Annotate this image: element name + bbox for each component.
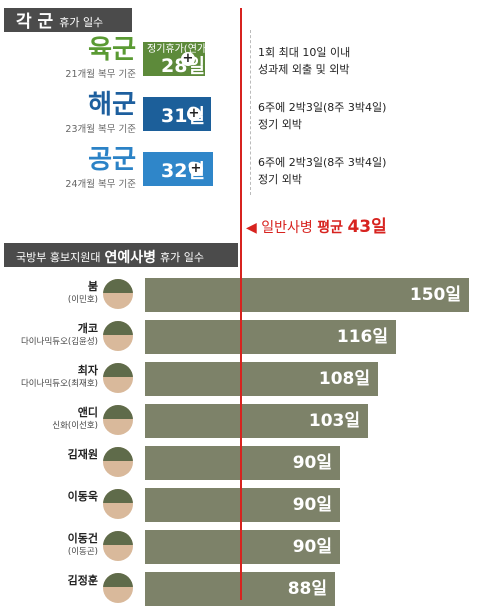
branch-tag: 정기휴가(연가): [147, 44, 211, 55]
row-label: 이동욱: [0, 490, 98, 504]
avatar-cap: [103, 321, 133, 335]
row-subtitle: 다이나믹듀오(김윤성): [20, 337, 98, 347]
row-subtitle: 신화(이선호): [52, 421, 98, 431]
plus-icon: +: [187, 106, 201, 121]
branch-name: 해군: [88, 90, 136, 120]
bar-value-label: 103일: [308, 411, 360, 431]
row-name: 최자: [77, 364, 98, 377]
bar-value-label: 90일: [292, 495, 332, 515]
branch-description: 6주에 2박3일(8주 3박4일) 정기 외박: [258, 154, 386, 188]
avatar-cap: [103, 573, 133, 587]
section1-header: 각 군 휴가 일수: [4, 8, 132, 32]
bar-value-label: 150일: [409, 285, 461, 305]
bar: 108일: [145, 362, 378, 396]
avatar: [103, 363, 133, 393]
plus-icon: +: [189, 161, 203, 176]
average-label: ◀ 일반사병 평균 43일: [246, 212, 387, 237]
description-line: 1회 최대 10일 이내: [258, 46, 351, 59]
branch-service-period: 23개월 복무 기준: [65, 124, 136, 135]
average-word: 평균: [317, 220, 343, 236]
branch-name: 공군: [88, 145, 136, 175]
row-subtitle: 다이나믹듀오(최재호): [20, 379, 98, 389]
description-line: 성과제 외출 및 외박: [258, 63, 350, 76]
row-subtitle: (이동곤): [67, 547, 98, 557]
row-label: 붐 (이민호): [0, 280, 98, 306]
row-name: 김재원: [67, 448, 98, 461]
average-value: 43일: [347, 217, 387, 237]
bar: 150일: [145, 278, 469, 312]
bar: 103일: [145, 404, 368, 438]
avatar: [103, 279, 133, 309]
row-name: 이동건: [67, 532, 98, 545]
triangle-left-icon: ◀: [246, 220, 257, 236]
row-name: 김정훈: [67, 574, 98, 587]
branch-label: 공군 24개월 복무 기준: [30, 146, 136, 190]
average-label-text: 일반사병: [261, 220, 313, 236]
bar-value-label: 90일: [292, 537, 332, 557]
bar: 116일: [145, 320, 396, 354]
bar-value-label: 116일: [336, 327, 388, 347]
section2-suffix: 휴가 일수: [160, 251, 204, 264]
avatar-cap: [103, 531, 133, 545]
row-name: 개코: [77, 322, 98, 335]
description-line: 6주에 2박3일(8주 3박4일): [258, 101, 387, 114]
section1-subtitle: 휴가 일수: [59, 16, 104, 29]
section2-header: 국방부 홍보지원대 연예사병 휴가 일수: [4, 243, 238, 267]
avatar: [103, 321, 133, 351]
description-line: 6주에 2박3일(8주 3박4일): [258, 156, 387, 169]
description-line: 정기 외박: [258, 173, 302, 186]
bar-value-label: 108일: [318, 369, 370, 389]
avatar: [103, 405, 133, 435]
avatar-cap: [103, 447, 133, 461]
avatar: [103, 489, 133, 519]
avatar-cap: [103, 405, 133, 419]
avatar: [103, 447, 133, 477]
avatar: [103, 573, 133, 603]
branch-name: 육군: [88, 35, 136, 65]
branch-description: 6주에 2박3일(8주 3박4일) 정기 외박: [258, 99, 386, 133]
description-line: 정기 외박: [258, 118, 302, 131]
branch-label: 육군 21개월 복무 기준: [30, 36, 136, 80]
avatar: [103, 531, 133, 561]
section1-title: 각 군: [16, 12, 54, 32]
avatar-cap: [103, 363, 133, 377]
bar: 90일: [145, 488, 340, 522]
row-name: 붐: [87, 280, 98, 293]
branch-service-period: 21개월 복무 기준: [65, 69, 136, 80]
average-line: [240, 8, 242, 600]
section2-prefix: 국방부 홍보지원대: [16, 251, 101, 264]
row-label: 이동건 (이동곤): [0, 532, 98, 558]
avatar-cap: [103, 279, 133, 293]
row-name: 이동욱: [67, 490, 98, 503]
avatar-cap: [103, 489, 133, 503]
row-label: 김정훈: [0, 574, 98, 588]
row-label: 김재원: [0, 448, 98, 462]
bar: 90일: [145, 446, 340, 480]
bar: 90일: [145, 530, 340, 564]
bar-value-label: 88일: [287, 579, 327, 599]
section2-title: 연예사병: [104, 250, 156, 266]
row-name: 앤디: [77, 406, 98, 419]
branch-service-period: 24개월 복무 기준: [65, 179, 136, 190]
plus-icon: +: [181, 51, 195, 66]
branch-label: 해군 23개월 복무 기준: [30, 91, 136, 135]
dashed-divider: [250, 30, 251, 195]
bar-value-label: 90일: [292, 453, 332, 473]
row-subtitle: (이민호): [67, 295, 98, 305]
